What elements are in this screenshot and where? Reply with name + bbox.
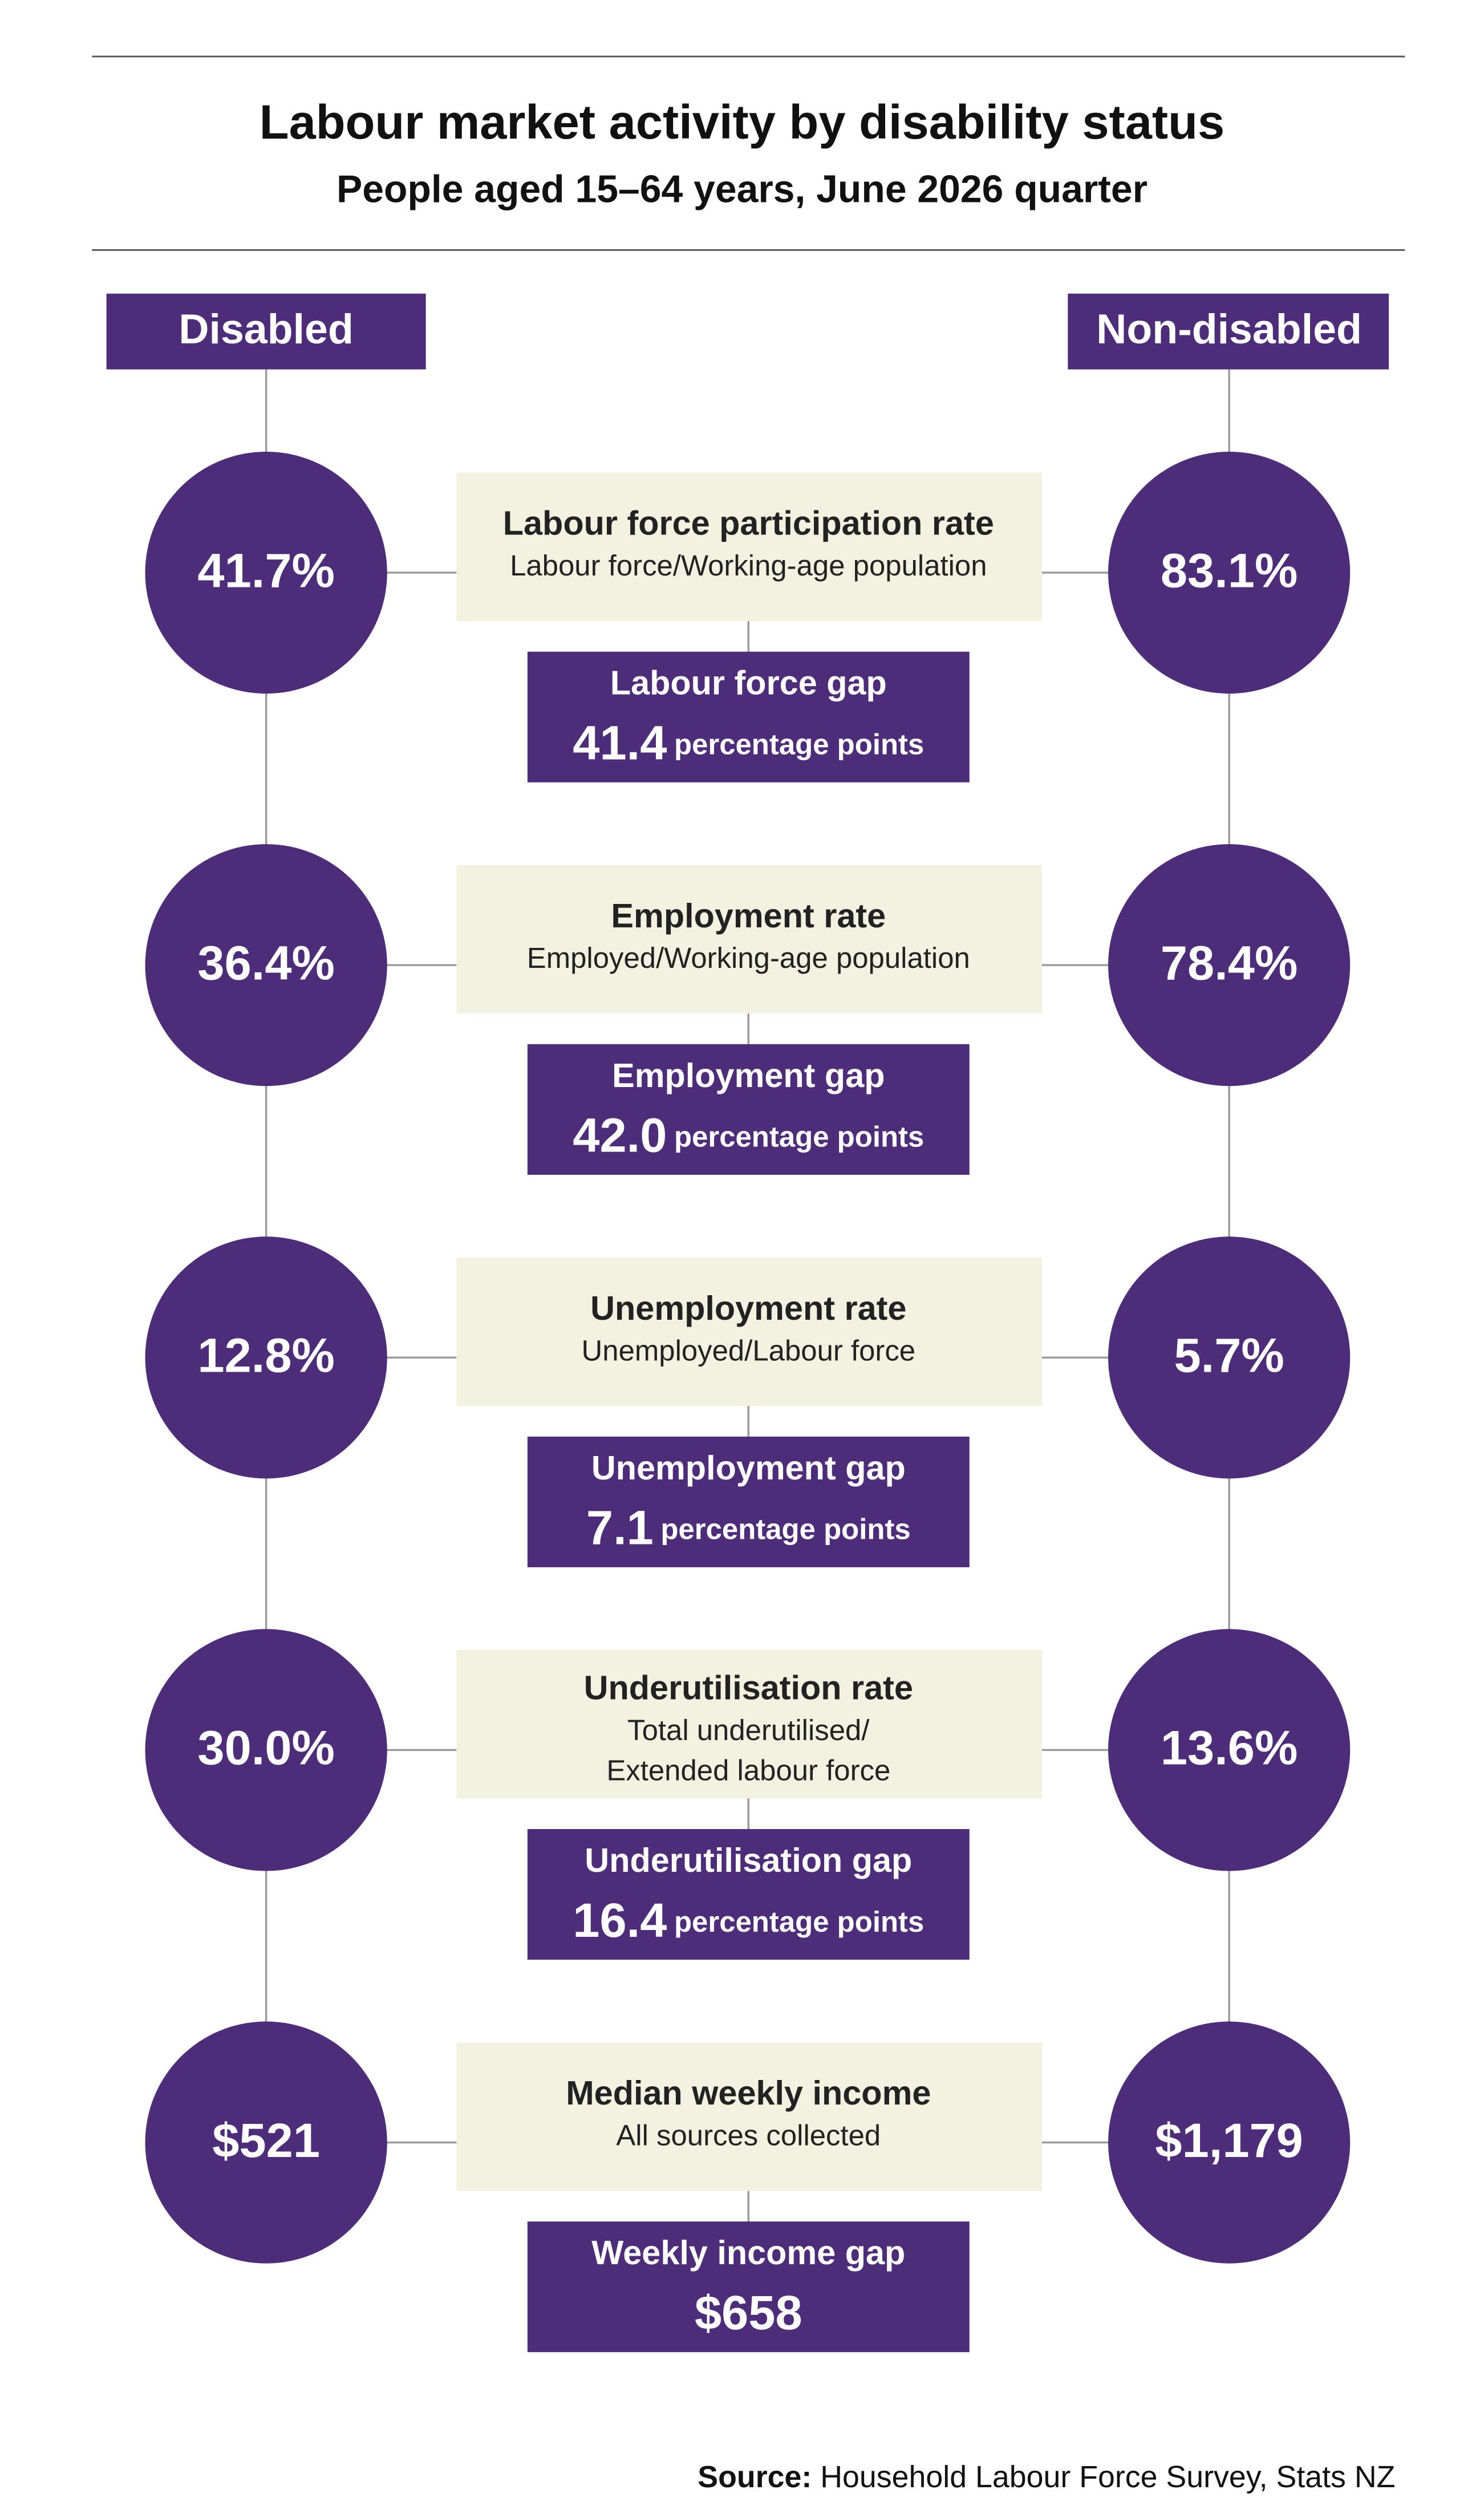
right-value: 78.4% bbox=[1161, 935, 1298, 990]
value-circle bbox=[1108, 2021, 1351, 2264]
measure-description: Employed/Working-age population bbox=[527, 942, 970, 974]
column-header: Disabled bbox=[179, 305, 353, 352]
measure-label: Labour force participation rate bbox=[503, 504, 994, 542]
measure-box bbox=[456, 865, 1043, 1014]
gap-box bbox=[527, 1044, 970, 1175]
rows: 41.7% 83.1% Labour force participation rat… bbox=[145, 451, 1351, 2353]
gap-value: 42.0 bbox=[573, 1108, 667, 1162]
measure-box bbox=[456, 1257, 1043, 1406]
left-value: 30.0% bbox=[197, 1721, 335, 1775]
column-header: Non-disabled bbox=[1096, 305, 1362, 352]
left-value: 36.4% bbox=[197, 935, 335, 990]
measure-description: Total underutilised/ bbox=[627, 1714, 870, 1746]
gap-title: Weekly income gap bbox=[591, 2233, 905, 2272]
subtitle: People aged 15–64 years, June 2026 quart… bbox=[336, 168, 1148, 211]
gap-unit: percentage points bbox=[674, 1905, 924, 1938]
gap-title: Unemployment gap bbox=[591, 1449, 906, 1487]
measure-box bbox=[456, 472, 1043, 621]
gap-line: 7.1 percentage points bbox=[586, 1501, 911, 1555]
gap-box bbox=[527, 651, 970, 782]
measure-description: All sources collected bbox=[616, 2119, 881, 2152]
value-circle bbox=[145, 1629, 387, 1871]
measure-label: Unemployment rate bbox=[590, 1289, 906, 1327]
gap-unit: percentage points bbox=[674, 728, 924, 761]
value-circle bbox=[1108, 1236, 1351, 1479]
right-value: 5.7% bbox=[1174, 1328, 1284, 1382]
measure-box bbox=[456, 2042, 1043, 2191]
gap-box bbox=[527, 2221, 970, 2353]
gap-line: 41.4 percentage points bbox=[573, 716, 924, 770]
gap-title: Labour force gap bbox=[610, 664, 887, 702]
left-value: $521 bbox=[212, 2113, 320, 2167]
gap-line: 16.4 percentage points bbox=[573, 1893, 924, 1947]
measure-box bbox=[456, 1650, 1043, 1799]
gap-value: 16.4 bbox=[573, 1893, 667, 1947]
value-circle bbox=[1108, 451, 1351, 694]
value-circle bbox=[145, 2021, 387, 2264]
measure-label: Median weekly income bbox=[566, 2074, 931, 2112]
right-value: 83.1% bbox=[1161, 543, 1298, 597]
gap-unit: percentage points bbox=[660, 1513, 910, 1546]
gap-value: 41.4 bbox=[573, 716, 667, 770]
measure-description: Unemployed/Labour force bbox=[582, 1334, 916, 1367]
column-header-box bbox=[1068, 293, 1389, 370]
value-circle bbox=[1108, 844, 1351, 1086]
left-value: 41.7% bbox=[197, 543, 335, 597]
gap-value: 7.1 bbox=[586, 1501, 654, 1555]
gap-line: 42.0 percentage points bbox=[573, 1108, 924, 1162]
measure-label: Underutilisation rate bbox=[584, 1668, 913, 1706]
column-header-box bbox=[106, 293, 426, 370]
measure-description: Labour force/Working-age population bbox=[510, 549, 987, 582]
measure-description: Extended labour force bbox=[606, 1754, 890, 1786]
value-circle bbox=[145, 844, 387, 1086]
left-value: 12.8% bbox=[197, 1328, 335, 1382]
right-value: $1,179 bbox=[1155, 2113, 1303, 2167]
right-value: 13.6% bbox=[1161, 1721, 1298, 1775]
gap-value: $658 bbox=[695, 2285, 802, 2339]
gap-unit: percentage points bbox=[674, 1121, 924, 1153]
source-text: Household Labour Force Survey, Stats NZ bbox=[820, 2460, 1395, 2494]
source: Source: Household Labour Force Survey, S… bbox=[698, 2460, 1395, 2494]
measure-label: Employment rate bbox=[611, 897, 886, 935]
title: Labour market activity by disability sta… bbox=[260, 95, 1224, 149]
gap-line: $658 bbox=[695, 2285, 802, 2339]
gap-title: Underutilisation gap bbox=[585, 1841, 912, 1879]
gap-box bbox=[527, 1436, 970, 1567]
source-label: Source: bbox=[698, 2460, 812, 2494]
gap-title: Employment gap bbox=[612, 1056, 885, 1094]
gap-box bbox=[527, 1829, 970, 1960]
value-circle bbox=[145, 451, 387, 694]
value-circle bbox=[145, 1236, 387, 1479]
value-circle bbox=[1108, 1629, 1351, 1871]
